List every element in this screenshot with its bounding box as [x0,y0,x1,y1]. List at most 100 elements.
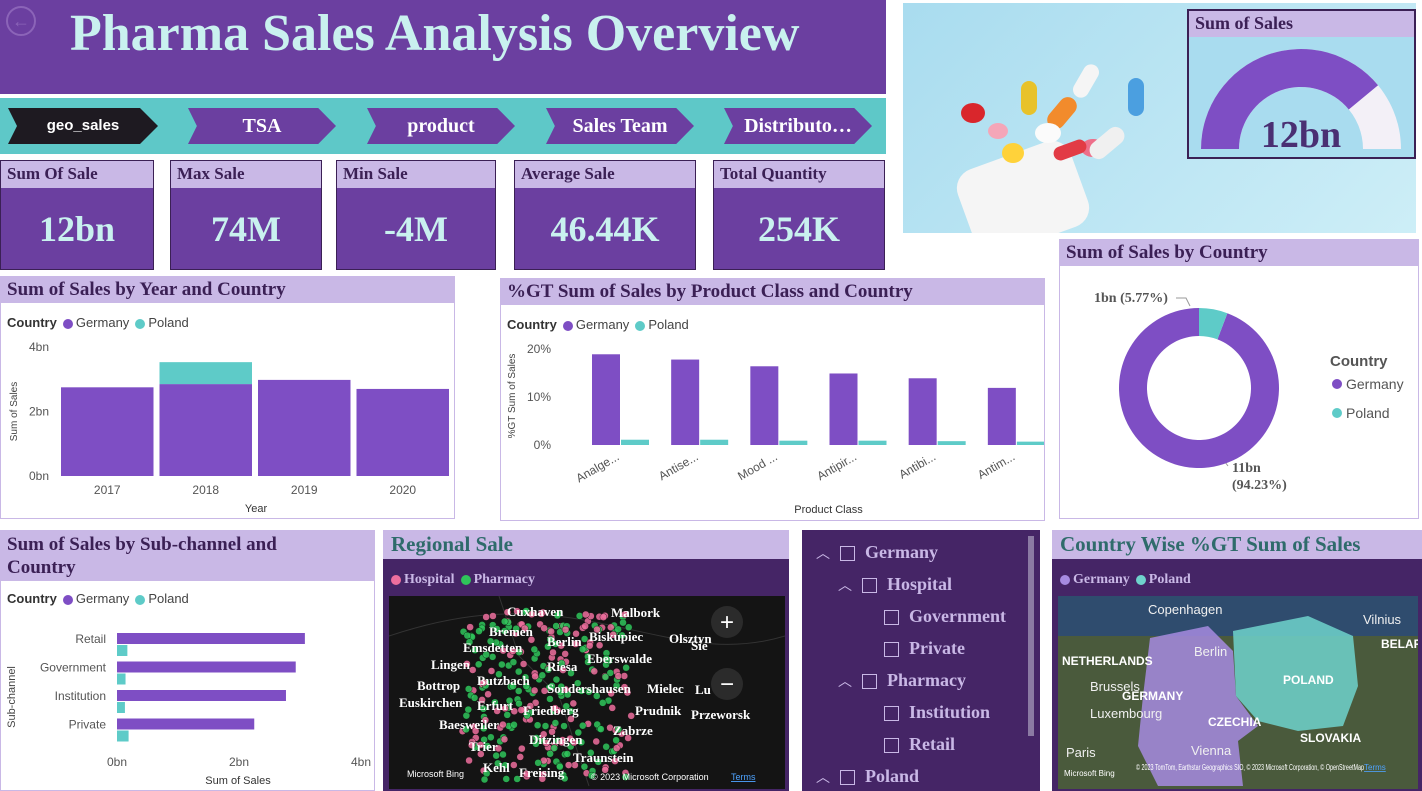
map-point [577,738,586,746]
card-regional-sale[interactable]: Regional Sale Hospital Pharmacy Cuxhaven M… [383,530,789,791]
card-sales-by-country[interactable]: Sum of Sales by Country 1bn (5.77%) 11bn… [1059,239,1419,519]
legend-poland: Poland [148,315,189,330]
map-point [551,640,560,648]
bar-poland-4 [937,441,966,445]
map-point [575,612,584,620]
city-label: Olsztyn [669,631,712,646]
slicer-item-label: Private [909,638,965,658]
chevron-up-icon[interactable]: ︿ [838,674,852,690]
map-point [550,744,558,752]
checkbox[interactable] [840,546,855,562]
checkbox[interactable] [884,642,899,658]
map-point [516,753,524,761]
nav-distributor[interactable]: Distributo… [724,108,872,144]
legend-germany: Germany [575,317,630,332]
map-point [471,646,479,654]
map-point [599,699,607,707]
city-label: Biskupiec [589,629,643,644]
city-label: Baesweiler [439,717,499,732]
card-product-class[interactable]: %GT Sum of Sales by Product Class and Co… [500,278,1045,521]
map-point [579,721,587,730]
city-label: Freising [519,765,565,780]
kpi-label: Total Quantity [714,161,884,188]
map-point [494,744,503,753]
map-point [474,660,483,669]
checkbox[interactable] [884,706,899,722]
card-sales-by-year[interactable]: Sum of Sales by Year and Country Country… [0,276,455,519]
slicer-item-poland[interactable]: ︿ Poland [816,766,919,787]
map-point [612,736,620,744]
bar-germany-2 [750,366,779,445]
card-sales-by-subchannel[interactable]: Sum of Sales by Sub-channel and Country C… [0,530,375,791]
kpi-min-sale: Min Sale -4M [336,160,496,270]
checkbox[interactable] [884,610,899,626]
map-point [561,650,569,658]
map-point [513,607,521,615]
map-copyright: © 2023 Microsoft Corporation [591,772,709,782]
regional-map[interactable]: Cuxhaven Malbork Bremen Biskupiec Olsztyn Ems… [389,596,785,789]
chevron-up-icon[interactable]: ︿ [816,546,830,562]
map-point [581,622,589,630]
map-label: Vilnius [1363,612,1402,627]
back-arrow-icon[interactable]: ← [6,6,36,36]
bar-poland-government [117,673,126,685]
map-point [558,738,566,747]
city-label: Kehl [483,760,510,775]
nav-tsa[interactable]: TSA [188,108,336,144]
checkbox[interactable] [840,770,855,786]
slicer-item-germany[interactable]: ︿ Germany [816,542,938,563]
city-label: Butzbach [477,673,531,688]
map-point [482,650,490,659]
legend-germany: Germany [1073,572,1130,587]
subchannel-slicer[interactable]: ︿ Germany ︿ Hospital Government Private ︿ Pharm… [802,530,1040,791]
map-point [521,624,529,633]
chevron-up-icon[interactable]: ︿ [838,578,852,594]
map-point [561,625,570,634]
chevron-up-icon[interactable]: ︿ [816,770,830,786]
map-point [613,744,621,752]
legend-dot-germany [62,318,73,329]
legend-pharmacy: Pharmacy [473,572,536,587]
checkbox[interactable] [862,578,877,594]
map-point [510,707,518,715]
map-point [538,775,547,783]
slicer-item-pharmacy[interactable]: ︿ Pharmacy [838,670,966,691]
legend-hospital: Hospital [404,572,455,587]
city-label: Cuxhaven [507,604,564,619]
kpi-value: 46.44K [550,209,660,249]
map-copyright: © 2023 TomTom, Earthstar Geographics SIO… [1136,763,1364,772]
map-point [528,610,536,618]
country-map[interactable]: Copenhagen Vilnius NETHERLANDS Berlin BELARU… [1058,596,1418,789]
map-point [493,707,501,715]
map-point [553,611,562,620]
gauge-card[interactable]: Sum of Sales 12bn [1187,9,1416,159]
map-point [618,631,626,640]
checkbox[interactable] [862,674,877,690]
x-tick-label: 2019 [291,483,318,497]
slicer-item-retail[interactable]: Retail [860,734,955,755]
card-country-wise-map[interactable]: Country Wise %GT Sum of Sales Germany Pol… [1052,530,1422,791]
card-title-line-1: Sum of Sales by Sub-channel and [7,534,277,555]
product-class-bar-chart: 0% 10% 20% %GT Sum of Sales Analge... Antise.… [507,342,1044,516]
nav-geo-sales[interactable]: geo_sales [8,108,158,144]
map-point [477,750,485,758]
slicer-scrollbar[interactable] [1028,536,1034,736]
map-point [469,666,477,674]
map-point [500,735,509,744]
card-title: Country Wise %GT Sum of Sales [1052,530,1422,559]
checkbox[interactable] [884,738,899,754]
x-tick-label: Antim... [975,449,1017,481]
nav-sales-team[interactable]: Sales Team [546,108,694,144]
slicer-item-private[interactable]: Private [860,638,965,659]
slicer-item-label: Germany [865,542,938,562]
slicer-item-hospital[interactable]: ︿ Hospital [838,574,952,595]
nav-product[interactable]: product [367,108,515,144]
bing-logo: Microsoft Bing [1064,769,1115,778]
map-point [609,631,617,639]
map-terms-link: Terms [1364,763,1386,772]
slicer-item-government[interactable]: Government [860,606,1006,627]
legend-poland: Poland [148,591,189,606]
slicer-item-institution[interactable]: Institution [860,702,990,723]
city-label: Bremen [489,624,534,639]
bar-germany-institution [117,690,286,701]
